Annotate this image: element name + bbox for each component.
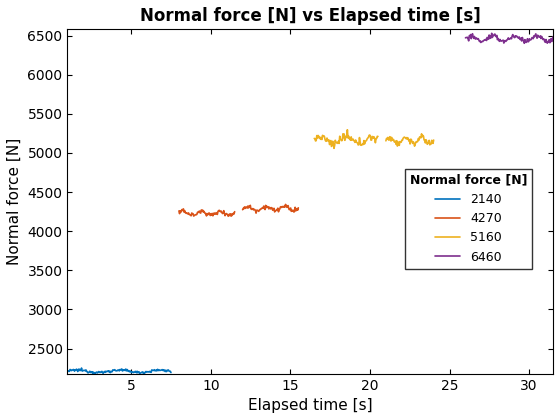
6460 (521, 41, 528, 46)
2140 (147, 369, 153, 374)
4270 (209, 211, 216, 216)
6460 (488, 31, 495, 36)
Line: 6460: 6460 (465, 33, 553, 43)
5160 (344, 127, 351, 132)
4270 (192, 212, 199, 217)
6460 (462, 35, 469, 40)
Title: Normal force [N] vs Elapsed time [s]: Normal force [N] vs Elapsed time [s] (140, 7, 480, 25)
2140 (111, 367, 118, 372)
2140 (94, 370, 100, 375)
5160 (330, 146, 337, 151)
2140 (140, 371, 147, 376)
6460 (549, 37, 556, 42)
2140 (161, 368, 168, 373)
4270 (204, 211, 211, 216)
4270 (220, 210, 226, 215)
6460 (538, 36, 544, 41)
2140 (167, 370, 174, 375)
5160 (351, 138, 357, 143)
2140 (154, 367, 161, 372)
5160 (375, 134, 381, 139)
Line: 5160: 5160 (314, 130, 378, 148)
6460 (497, 38, 504, 43)
5160 (315, 134, 322, 139)
4270 (225, 214, 232, 219)
Line: 2140: 2140 (68, 368, 171, 374)
2140 (64, 369, 71, 374)
5160 (327, 141, 334, 146)
5160 (360, 142, 367, 147)
Legend: 2140, 4270, 5160, 6460: 2140, 4270, 5160, 6460 (405, 169, 532, 269)
5160 (341, 131, 348, 136)
5160 (357, 139, 363, 144)
6460 (550, 34, 557, 39)
Line: 4270: 4270 (179, 209, 235, 216)
X-axis label: Elapsed time [s]: Elapsed time [s] (248, 398, 372, 413)
4270 (192, 213, 198, 218)
Y-axis label: Normal force [N]: Normal force [N] (7, 138, 22, 265)
2140 (141, 371, 147, 376)
4270 (231, 209, 238, 214)
6460 (512, 34, 519, 39)
5160 (311, 136, 318, 141)
6460 (526, 36, 533, 41)
4270 (177, 208, 184, 213)
6460 (494, 36, 501, 41)
4270 (176, 208, 183, 213)
2140 (78, 365, 85, 370)
4270 (180, 206, 187, 211)
